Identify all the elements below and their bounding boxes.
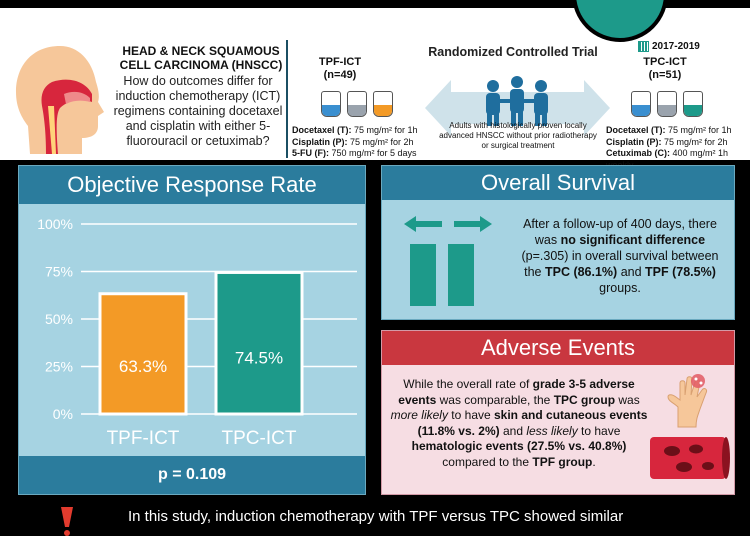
drug-line: Cisplatin (P): 75 mg/m² for 2h [292,136,414,147]
arm-tpf-name: TPF-ICT [318,56,362,68]
tpc-drug-list: Docetaxel (T): 75 mg/m² for 1h Cisplatin… [606,125,750,171]
divider [286,40,288,158]
blood-vessel-icon [650,437,730,479]
disease-title: HEAD & NECK SQUAMOUS CELL CARCINOMA (HNS… [119,44,283,72]
arm-tpc-name: TPC-ICT [643,56,687,68]
tpc-iv-bags [631,91,703,117]
conclusion-text: In this study, induction chemotherapy wi… [128,508,624,525]
tpf-iv-bags [321,91,393,117]
double-arrow-icon [425,76,610,136]
bar-tpf-ict [98,292,188,416]
calendar-icon [638,41,649,52]
data-label: 74.5% [235,348,283,367]
bar-tpc-ict [214,270,304,416]
y-tick-label: 100% [37,216,73,232]
category-label: TPC-ICT [222,428,297,449]
orr-title: Objective Response Rate [19,166,365,204]
category-label: TPF-ICT [107,428,180,449]
drug-line: Cisplatin (P): 75 mg/m² for 2h [606,136,728,147]
population-note: Adults with histologically proven locall… [439,121,597,150]
rct-title: Randomized Controlled Trial [428,45,598,59]
arm-tpc-n: (n=51) [648,69,682,81]
data-label: 63.3% [119,357,167,376]
skin-rash-hand-icon [667,374,707,428]
arm-tpf-n: (n=49) [323,69,357,81]
iv-bag-icon [657,91,677,117]
logo-circle [572,0,668,42]
drug-line: 5-FU (F): 750 mg/m² for 5 days [292,148,417,158]
arm-tpf-heading: TPF-ICT (n=49) [310,56,370,82]
iv-bag-icon [373,91,393,117]
drug-line: Docetaxel (T): 75 mg/m² for 1h [292,125,418,135]
iv-bag-icon [683,91,703,117]
exclamation-icon [61,507,73,536]
y-tick-label: 75% [45,264,73,280]
iv-bag-icon [321,91,341,117]
orr-p-value: p = 0.109 [19,456,365,494]
orr-panel: Objective Response Rate 0% 25% 50% 75% 100% 6… [18,165,366,495]
drug-line: Docetaxel (T): 75 mg/m² for 1h [606,125,732,135]
ae-panel: Adverse Events While the overall rate of… [381,330,735,495]
study-question: How do outcomes differ for induction che… [113,74,283,148]
drug-line: Cetuximab (C): 400 mg/m² 1h weekly [606,148,729,170]
y-tick-label: 0% [53,406,73,422]
trial-years: 2017-2019 [652,41,700,52]
os-summary: After a follow-up of 400 days, there was… [521,217,719,295]
ae-summary: While the overall rate of grade 3-5 adve… [390,377,648,469]
iv-bag-icon [631,91,651,117]
tpf-drug-list: Docetaxel (T): 75 mg/m² for 1h Cisplatin… [292,125,418,160]
iv-bag-icon [347,91,367,117]
equal-bars-icon [404,216,492,306]
os-title: Overall Survival [382,166,734,200]
y-tick-label: 25% [45,359,73,375]
header-panel: HEAD & NECK SQUAMOUS CELL CARCINOMA (HNS… [0,0,750,170]
y-tick-label: 50% [45,311,73,327]
orr-bar-chart: 0% 25% 50% 75% 100% 63.3% TPF-ICT 74.5% TPC-ICT [37,216,357,449]
ae-title: Adverse Events [382,331,734,365]
conclusion-bar [0,500,750,536]
arm-tpc-heading: TPC-ICT (n=51) [630,56,700,82]
head-neck-icon [16,46,104,154]
os-panel: Overall Survival After a follow-up of 40… [381,165,735,320]
